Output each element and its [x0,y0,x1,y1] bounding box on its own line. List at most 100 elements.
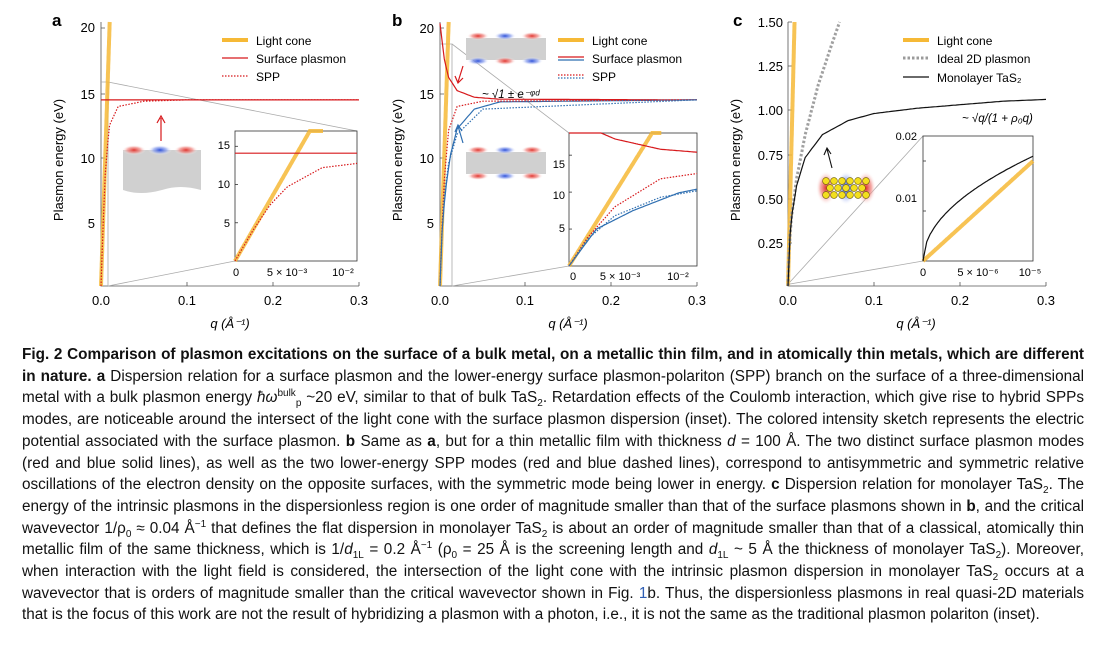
panel-b-inset-frame [568,132,698,267]
panel-a-charge-blue [148,145,172,155]
legend-a-light-cone: Light cone [256,34,312,48]
panel-c-arrow [823,146,833,169]
panel-a-charge-red [122,145,146,155]
atom [822,177,830,185]
panel-c-main-series-2 [787,98,1047,287]
atom [834,184,842,192]
panel-a-letter: a [52,11,62,30]
atom [858,184,866,192]
caption-a-letter: a [96,367,106,385]
panel-b-ytick-5: 5 [427,216,434,231]
panel-a-inset-frame [234,130,358,262]
figure: a Plasmon energy (eV) 20 15 10 5 0.0 0.1… [51,11,1055,331]
panel-c-inset-series-1 [922,155,1034,262]
panel-c-monolayer-sketch [816,146,876,205]
panel-a-inset-xtick-2: 10⁻² [332,267,354,279]
panel-c-xtick-3: 0.3 [1037,293,1055,308]
superscript-inv: −1 [420,540,433,552]
superscript-inv: −1 [194,518,207,530]
subscript-2: 2 [537,398,543,410]
panel-b-annotation: ~ √1 ± e⁻ᵠᵈ [482,88,541,101]
caption-c-text-7: = 0.2 Å [363,541,421,559]
atom [846,177,854,185]
atom [830,191,838,199]
atom [854,191,862,199]
panel-b-potential-sketch-bottom [454,123,546,180]
caption-c-text-13: . Thus, the dispersionless plasmons in r… [22,584,1084,624]
caption-c-text-2: . The energy of the intrinsic plasmons i… [22,476,1085,515]
panel-a-ytick-15: 15 [81,87,95,102]
caption-c-letter: c [771,476,780,494]
panel-a-inset-ytick-10: 10 [218,179,230,191]
panel-a-legend: Light cone Surface plasmon SPP [222,34,346,84]
legend-b-light-cone: Light cone [592,34,648,48]
caption-c-text-1: Dispersion relation for monolayer TaS [784,476,1043,494]
panel-c-inset-frame [922,135,1034,262]
legend-a-surface-plasmon: Surface plasmon [256,52,346,66]
caption-b-text-1: Same as [360,432,428,450]
charge [494,146,516,154]
panel-b-inset-series-1 [569,132,698,153]
panel-b-ytick-15: 15 [420,87,434,102]
panel-c-legend: Light cone Ideal 2D plasmon Monolayer Ta… [903,34,1030,85]
caption-label: Fig. 2 [22,346,63,363]
charge [467,57,489,65]
charge [494,32,516,40]
panel-c-series [786,21,1047,287]
caption-fig-link[interactable]: 1 [638,584,648,602]
charge [494,57,516,65]
caption-c-text-11: ). Moreover, when interaction with the l… [22,541,1085,581]
panel-c-inset-ytick-001: 0.01 [896,193,917,205]
panel-a-inset-ytick-15: 15 [218,140,230,152]
panel-b-inset-xtick-2: 10⁻² [667,271,689,283]
panel-b-ylabel: Plasmon energy (eV) [390,99,405,221]
panel-b-inset-ytick-10: 10 [553,190,565,202]
panel-c-ytick-050: 0.50 [758,192,783,207]
panel-b-ytick-20: 20 [420,21,434,36]
caption-a-text-2: ~20 eV, similar to that of bulk TaS [301,389,538,407]
panel-b-inset-xtick-1: 5 × 10⁻³ [600,271,641,283]
panel-a-ytick-20: 20 [81,20,95,35]
caption-fig-link-b: b [647,584,656,602]
caption-c-text-10: ~ 5 Å the thickness of monolayer TaS [728,541,996,559]
charge [521,57,543,65]
caption-c-text-6: is about an order of magnitude smaller t… [22,519,1084,559]
panel-c-main-series-0 [786,22,797,287]
panel-c-annotation: ~ √q/(1 + ρ₀q) [962,112,1033,125]
caption-a-text-1: Dispersion relation for a surface plasmo… [22,367,1084,407]
caption-b-d: d [727,432,736,450]
caption-b-text-2: , but for a thin metallic film with thic… [435,432,728,450]
panel-c-ytick-100: 1.00 [758,103,783,118]
panel-c-ytick-075: 0.75 [758,148,783,163]
caption-a-symbol: ħω [257,389,278,407]
panel-b-xtick-0: 0.0 [431,293,449,308]
caption-a-sub: p [295,398,302,410]
panel-a-xtick-1: 0.1 [178,293,196,308]
panel-c-ylabel: Plasmon energy (eV) [728,99,743,221]
panel-b-inset-series-4 [568,190,698,267]
atom [862,191,870,199]
panel-b-xtick-2: 0.2 [602,293,620,308]
atom [838,191,846,199]
legend-b-surface-plasmon: Surface plasmon [592,52,682,66]
caption-a-text-3: . Retardation effects of the Coulomb int… [22,389,1084,450]
panel-c-inset-ytick-002: 0.02 [896,131,917,143]
panel-b-letter: b [392,11,402,30]
panel-a-xlabel: q (Å⁻¹) [210,316,249,331]
caption-c-text-8: (ρ [432,541,452,559]
panel-b-inset-xtick-0: 0 [570,271,576,283]
atom [862,177,870,185]
panel-b-xtick-1: 0.1 [516,293,534,308]
subscript-0: 0 [125,528,132,540]
caption-b-letter: b [345,432,356,450]
caption-c-text-3: , and the critical wavevector 1/ρ [22,497,1084,537]
panel-b-main-series-4 [439,99,698,287]
subscript-2: 2 [1043,485,1049,497]
panel-c-xlabel: q (Å⁻¹) [896,316,935,331]
panel-b-film-bottom [466,152,546,174]
panel-b-series [438,21,698,287]
atom [830,177,838,185]
caption-c-text-9: = 25 Å is the screening length and [457,541,709,559]
caption-b-ref: a [427,432,436,450]
panel-b-xlabel: q (Å⁻¹) [548,316,587,331]
